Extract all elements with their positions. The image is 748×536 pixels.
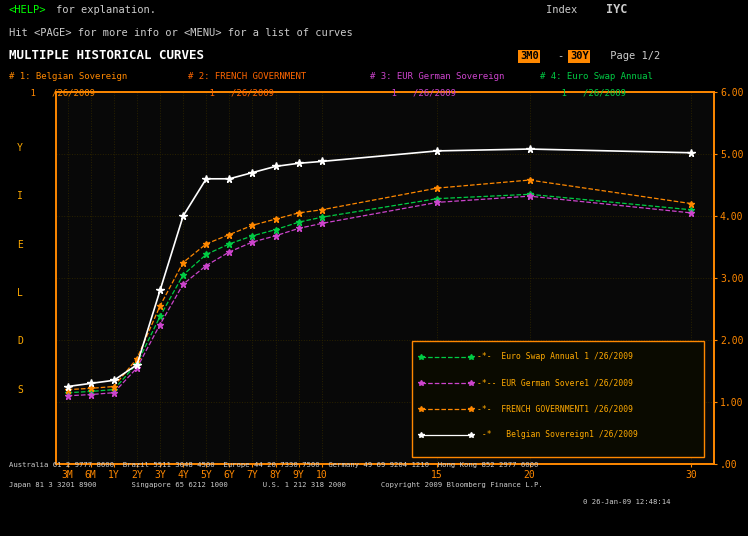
Text: 1   /26/2009: 1 /26/2009 bbox=[9, 88, 95, 98]
Text: Index: Index bbox=[546, 5, 589, 16]
Text: # 4: Euro Swap Annual: # 4: Euro Swap Annual bbox=[540, 72, 653, 81]
Text: -*-  FRENCH GOVERNMENT1 /26/2009: -*- FRENCH GOVERNMENT1 /26/2009 bbox=[477, 405, 634, 413]
Text: for explanation.: for explanation. bbox=[56, 5, 156, 16]
Text: -: - bbox=[557, 51, 563, 62]
FancyBboxPatch shape bbox=[411, 341, 705, 457]
Text: 1   /26/2009: 1 /26/2009 bbox=[540, 88, 626, 98]
Text: I: I bbox=[17, 191, 23, 201]
Text: # 2: FRENCH GOVERNMENT: # 2: FRENCH GOVERNMENT bbox=[188, 72, 307, 81]
Text: E: E bbox=[17, 240, 23, 250]
Text: 1   /26/2009: 1 /26/2009 bbox=[370, 88, 456, 98]
Text: Japan 81 3 3201 8900        Singapore 65 6212 1000        U.S. 1 212 318 2000   : Japan 81 3 3201 8900 Singapore 65 6212 1… bbox=[9, 481, 543, 488]
Text: D: D bbox=[17, 336, 23, 346]
Text: # 1: Belgian Sovereign: # 1: Belgian Sovereign bbox=[9, 72, 127, 81]
Text: 3M0: 3M0 bbox=[520, 51, 539, 62]
Text: # 3: EUR German Sovereign: # 3: EUR German Sovereign bbox=[370, 72, 505, 81]
Text: IYC: IYC bbox=[606, 3, 628, 17]
Text: L: L bbox=[17, 288, 23, 298]
Text: Hit <PAGE> for more info or <MENU> for a list of curves: Hit <PAGE> for more info or <MENU> for a… bbox=[9, 28, 353, 39]
Text: 1   /26/2009: 1 /26/2009 bbox=[188, 88, 275, 98]
Text: -*-- EUR German Sovere1 /26/2009: -*-- EUR German Sovere1 /26/2009 bbox=[477, 378, 634, 388]
Text: MULTIPLE HISTORICAL CURVES: MULTIPLE HISTORICAL CURVES bbox=[9, 49, 204, 63]
Text: 0 26-Jan-09 12:48:14: 0 26-Jan-09 12:48:14 bbox=[583, 499, 671, 505]
Text: -*   Belgian Sovereign1 /26/2009: -* Belgian Sovereign1 /26/2009 bbox=[477, 430, 638, 440]
Text: Australia 61 2 9777 8600  Brazil 5511 3048 4500  Europe 44 20 7330 7500  Germany: Australia 61 2 9777 8600 Brazil 5511 304… bbox=[9, 461, 539, 468]
Text: Page 1/2: Page 1/2 bbox=[604, 51, 660, 62]
Text: -*-  Euro Swap Annual 1 /26/2009: -*- Euro Swap Annual 1 /26/2009 bbox=[477, 352, 634, 361]
Text: 30Y: 30Y bbox=[570, 51, 589, 62]
Text: S: S bbox=[17, 385, 23, 394]
Text: Y: Y bbox=[17, 143, 23, 153]
Text: <HELP>: <HELP> bbox=[9, 5, 46, 16]
